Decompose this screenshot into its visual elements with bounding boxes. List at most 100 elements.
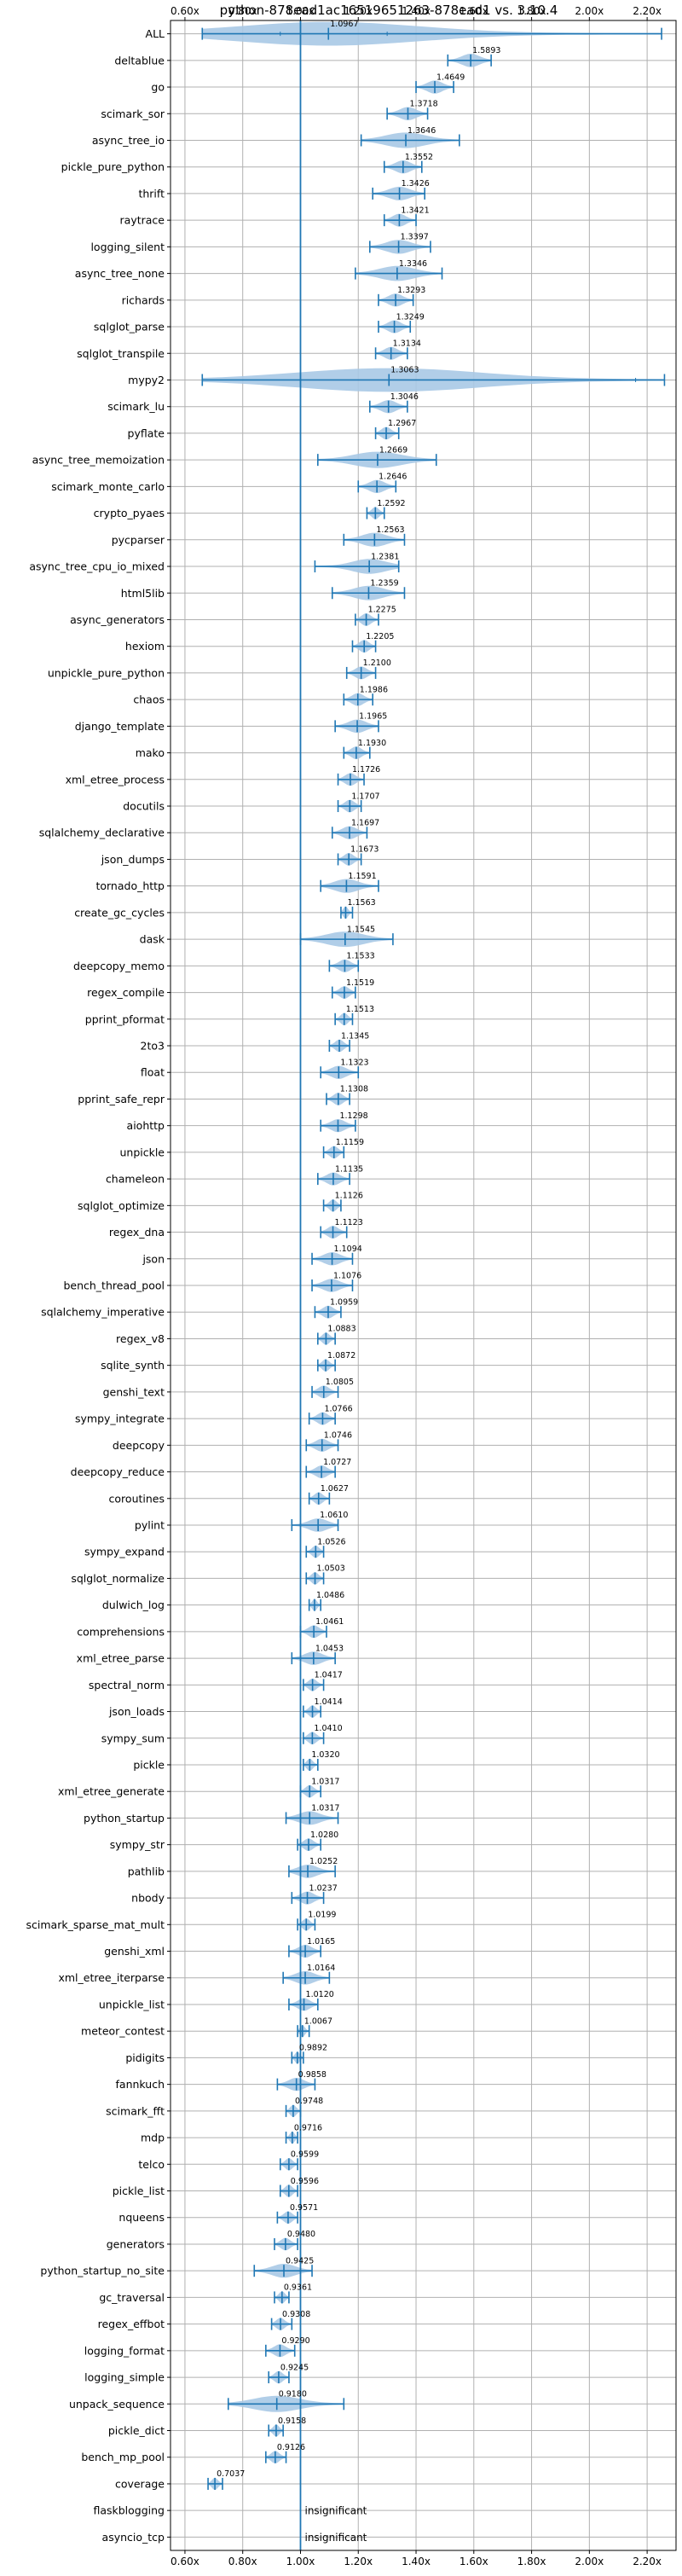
data-label: 1.3346 (399, 259, 427, 269)
data-label: 1.1545 (347, 925, 375, 934)
data-label: 0.9596 (291, 2177, 319, 2186)
x-tick-label-bottom: 1.80x (517, 2556, 546, 2567)
data-label: 1.1930 (358, 739, 386, 748)
x-tick-label-bottom: 0.80x (228, 2556, 257, 2567)
data-label: 1.1323 (340, 1058, 368, 1067)
data-label: 1.0746 (324, 1431, 352, 1441)
category-label: logging_silent (90, 241, 165, 253)
data-label: 1.3426 (402, 179, 430, 189)
category-label: regex_dna (109, 1226, 165, 1239)
x-tick-label-bottom: 1.20x (344, 2556, 373, 2567)
data-label: 1.1094 (334, 1244, 362, 1254)
data-label: 1.3249 (396, 312, 425, 322)
data-label: 0.9425 (286, 2256, 314, 2266)
category-label: chaos (133, 693, 165, 706)
data-label: 1.1986 (360, 685, 388, 694)
category-label: spectral_norm (89, 1679, 165, 1691)
category-label: async_generators (70, 613, 165, 626)
category-label: scimark_lu (107, 400, 165, 413)
data-label: 1.1298 (339, 1111, 367, 1121)
category-label: async_tree_none (75, 267, 165, 280)
category-label: nqueens (118, 2211, 165, 2224)
violins (201, 21, 666, 2491)
category-label: mypy2 (128, 374, 165, 386)
data-label: 1.2669 (379, 445, 407, 455)
data-label: 1.3646 (407, 126, 436, 136)
category-label: mako (136, 746, 165, 759)
category-label: sqlglot_parse (94, 321, 165, 334)
x-tick-label-bottom: 0.60x (170, 2556, 199, 2567)
data-label: 0.9571 (290, 2203, 318, 2213)
category-label: mdp (141, 2132, 165, 2144)
data-label: 1.0414 (315, 1697, 343, 1707)
category-label: json_dumps (101, 853, 165, 866)
category-label: bench_mp_pool (81, 2451, 165, 2463)
data-label: 1.0959 (330, 1297, 358, 1307)
category-label: ALL (146, 27, 165, 40)
category-label: sqlglot_transpile (77, 347, 165, 360)
grid (170, 20, 676, 2550)
category-label: generators (107, 2237, 165, 2250)
category-label: unpack_sequence (69, 2398, 165, 2411)
data-label: 1.1135 (335, 1164, 363, 1174)
category-label: create_gc_cycles (74, 906, 165, 919)
category-label: regex_v8 (116, 1332, 165, 1345)
data-label: 0.9480 (287, 2230, 315, 2239)
data-label: 1.1513 (346, 1005, 374, 1014)
data-label: 1.3134 (393, 339, 421, 349)
x-tick-label-top: 0.60x (170, 5, 199, 17)
category-label: float (141, 1066, 165, 1079)
data-label: 0.9308 (282, 2310, 310, 2319)
x-tick-label-top: 1.00x (286, 5, 315, 17)
insignificant-note: insignificant (304, 2505, 367, 2517)
category-label: sqlalchemy_imperative (41, 1306, 165, 1319)
category-label: genshi_xml (104, 1945, 165, 1958)
data-label: 1.2205 (366, 632, 394, 641)
category-label: aiohttp (127, 1119, 165, 1132)
data-label: 1.2359 (370, 579, 398, 589)
data-label: 1.0317 (311, 1804, 339, 1813)
category-label: pidigits (125, 2051, 165, 2064)
category-label: pathlib (128, 1865, 165, 1877)
category-label: pycparser (112, 533, 165, 546)
category-label: sympy_sum (101, 1732, 165, 1744)
data-label: 1.2563 (376, 525, 404, 535)
category-label: tornado_http (95, 879, 165, 892)
x-tick-label-top: 2.00x (575, 5, 604, 17)
data-label: 1.2381 (371, 552, 399, 561)
category-label: 2to3 (141, 1040, 165, 1053)
category-label: telco (138, 2158, 165, 2171)
data-label: 1.3046 (390, 392, 419, 402)
x-tick-label-bottom: 2.00x (575, 2556, 604, 2567)
data-label: 1.5893 (472, 46, 500, 55)
category-label: regex_compile (87, 986, 165, 999)
data-label: 1.3421 (401, 206, 429, 215)
category-label: python_startup (84, 1812, 165, 1825)
category-label: deltablue (114, 54, 165, 67)
category-label: unpickle (119, 1146, 165, 1158)
category-label: genshi_text (103, 1385, 165, 1398)
category-label: sympy_integrate (75, 1413, 165, 1425)
data-label: 1.3718 (409, 100, 437, 109)
category-label: logging_format (84, 2344, 165, 2357)
category-label: pylint (135, 1518, 165, 1531)
data-label: 0.9716 (294, 2123, 322, 2132)
data-label: 1.1076 (333, 1271, 361, 1280)
data-label: 1.0410 (314, 1724, 342, 1733)
data-label: 1.1533 (346, 952, 374, 961)
data-labels: 1.0967 1.5893 1.4649 1.3718 1.3646 1.3552 1.34… (217, 20, 500, 2544)
category-label: deepcopy_reduce (71, 1465, 165, 1478)
data-label: 1.0199 (308, 1911, 336, 1920)
x-tick-label-top: 1.60x (459, 5, 488, 17)
data-label: 1.1345 (341, 1031, 369, 1041)
category-label: scimark_sor (101, 107, 165, 120)
data-label: 1.1563 (347, 898, 375, 908)
data-label: 0.9748 (295, 2097, 323, 2106)
category-label: xml_etree_generate (58, 1785, 165, 1798)
data-label: 1.0526 (317, 1537, 345, 1546)
data-label: 1.2646 (379, 473, 407, 482)
data-label: 1.0164 (307, 1964, 335, 1973)
data-label: 1.0727 (323, 1458, 351, 1467)
data-label: 0.9858 (298, 2070, 327, 2080)
category-label: sqlite_synth (101, 1359, 165, 1372)
